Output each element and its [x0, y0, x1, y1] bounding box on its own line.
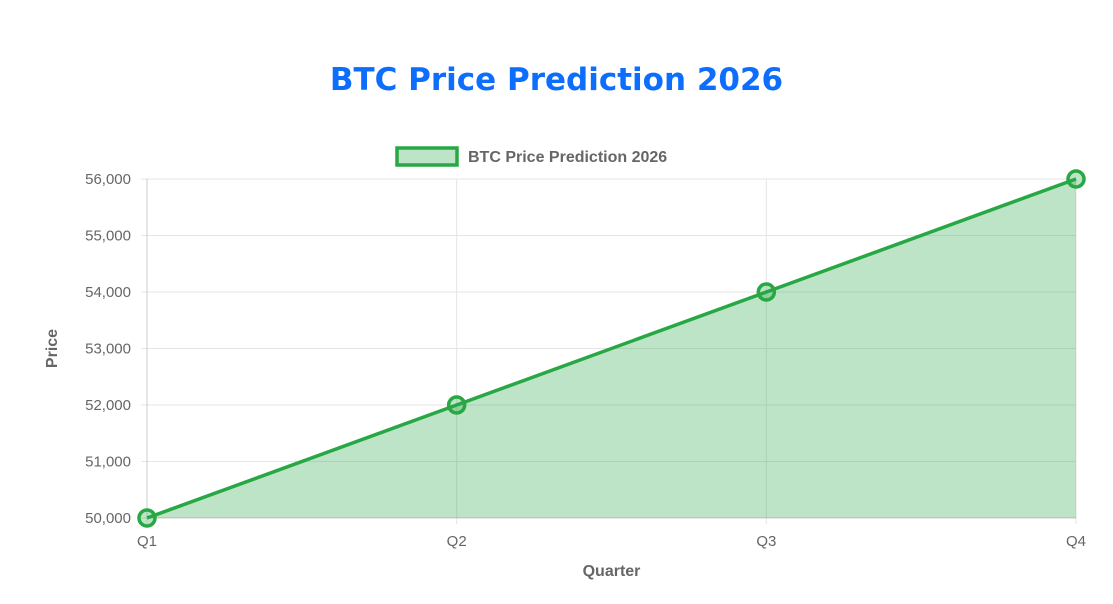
x-tick-label: Q4 [1066, 533, 1086, 550]
y-tick-label: 56,000 [85, 171, 131, 188]
x-axis-title: Quarter [583, 563, 641, 580]
data-point [756, 282, 777, 302]
y-tick-label: 53,000 [85, 341, 131, 358]
legend-swatch [395, 146, 459, 167]
legend-label: BTC Price Prediction 2026 [468, 149, 667, 166]
data-point [137, 508, 157, 528]
page-title: BTC Price Prediction 2026 [329, 62, 784, 98]
series-line [146, 177, 1077, 520]
x-tick-label: Q2 [447, 533, 467, 550]
y-tick-label: 55,000 [85, 228, 131, 245]
x-tick-label: Q3 [756, 533, 776, 550]
y-axis-title: Price [44, 329, 61, 368]
data-point [1066, 169, 1086, 189]
data-point [446, 395, 467, 415]
y-tick-label: 50,000 [85, 510, 131, 527]
y-tick-label: 52,000 [85, 397, 131, 414]
y-tick-label: 51,000 [85, 454, 131, 471]
x-tick-label: Q1 [137, 533, 157, 550]
y-tick-label: 54,000 [85, 284, 131, 301]
